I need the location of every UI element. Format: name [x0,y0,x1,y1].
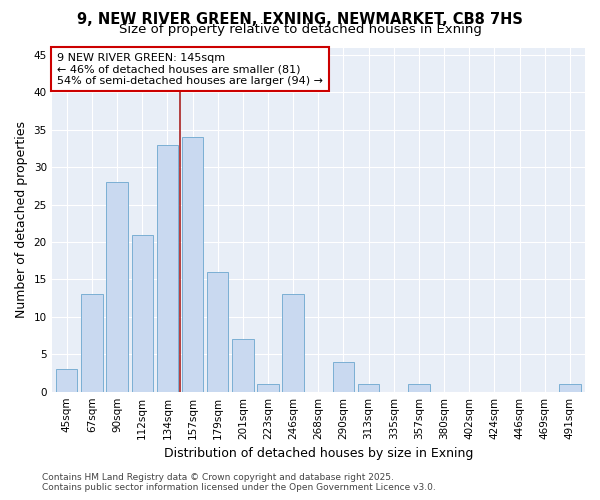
Bar [358,384,379,392]
Bar [106,182,128,392]
Y-axis label: Number of detached properties: Number of detached properties [15,121,28,318]
Bar [81,294,103,392]
Bar [182,138,203,392]
Bar [207,272,229,392]
Bar [408,384,430,392]
Bar [283,294,304,392]
X-axis label: Distribution of detached houses by size in Exning: Distribution of detached houses by size … [164,447,473,460]
Text: Size of property relative to detached houses in Exning: Size of property relative to detached ho… [119,24,481,36]
Bar [56,369,77,392]
Bar [333,362,354,392]
Bar [131,234,153,392]
Bar [559,384,581,392]
Text: Contains HM Land Registry data © Crown copyright and database right 2025.
Contai: Contains HM Land Registry data © Crown c… [42,473,436,492]
Bar [232,340,254,392]
Bar [257,384,279,392]
Text: 9 NEW RIVER GREEN: 145sqm
← 46% of detached houses are smaller (81)
54% of semi-: 9 NEW RIVER GREEN: 145sqm ← 46% of detac… [57,52,323,86]
Bar [157,145,178,392]
Text: 9, NEW RIVER GREEN, EXNING, NEWMARKET, CB8 7HS: 9, NEW RIVER GREEN, EXNING, NEWMARKET, C… [77,12,523,28]
